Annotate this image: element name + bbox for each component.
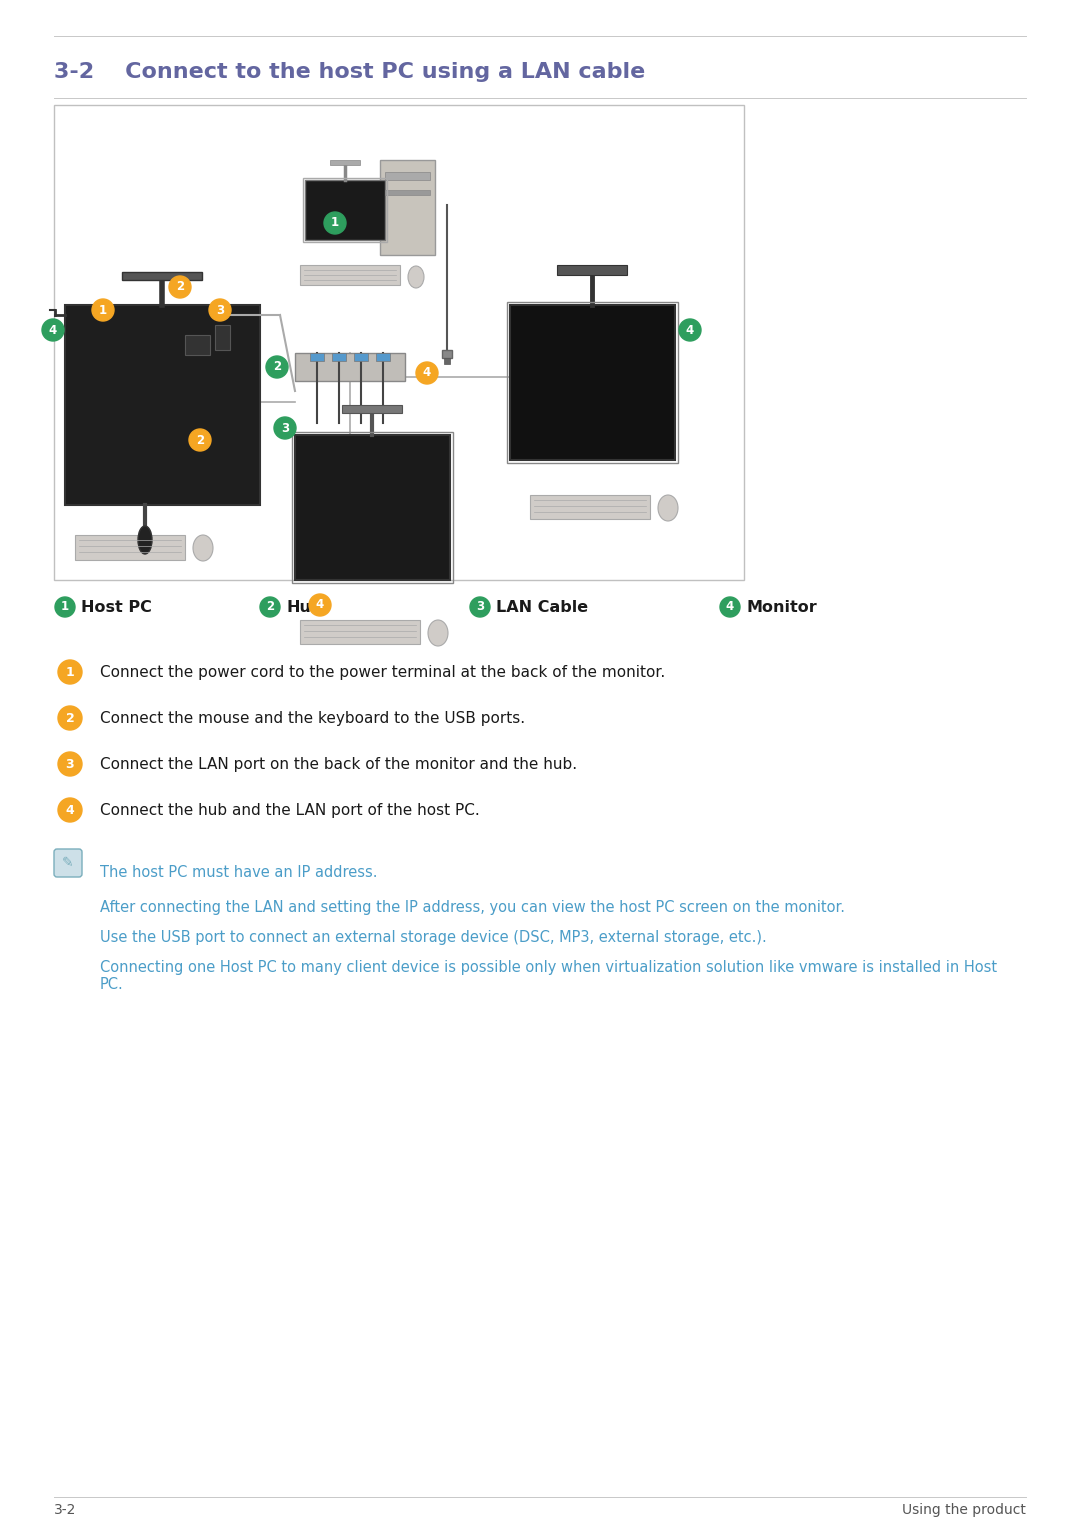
Text: Using the product: Using the product (902, 1503, 1026, 1516)
Text: 3: 3 (66, 757, 75, 771)
Text: 3: 3 (476, 600, 484, 614)
Bar (185, 334, 210, 354)
Circle shape (55, 597, 75, 617)
Circle shape (58, 799, 82, 822)
Bar (330, 160, 360, 165)
Text: The host PC must have an IP address.: The host PC must have an IP address. (100, 864, 378, 880)
Circle shape (416, 362, 438, 383)
Circle shape (679, 319, 701, 341)
Text: Connect the LAN port on the back of the monitor and the hub.: Connect the LAN port on the back of the … (100, 756, 577, 771)
Circle shape (274, 417, 296, 438)
Text: 2: 2 (273, 360, 281, 374)
Text: 2: 2 (66, 712, 75, 724)
Circle shape (266, 356, 288, 379)
Bar (530, 495, 650, 519)
Text: 3: 3 (216, 304, 224, 316)
Text: LAN Cable: LAN Cable (496, 600, 589, 614)
Bar (292, 432, 453, 583)
Ellipse shape (138, 525, 152, 554)
Text: Connect the power cord to the power terminal at the back of the monitor.: Connect the power cord to the power term… (100, 664, 665, 680)
Circle shape (309, 594, 330, 615)
Circle shape (168, 276, 191, 298)
Text: Connecting one Host PC to many client device is possible only when virtualizatio: Connecting one Host PC to many client de… (100, 960, 997, 993)
Text: 4: 4 (315, 599, 324, 611)
Bar (303, 179, 387, 241)
Bar (510, 305, 675, 460)
Bar (310, 353, 324, 360)
Circle shape (189, 429, 211, 450)
Text: Hub: Hub (286, 600, 322, 614)
Text: 4: 4 (423, 366, 431, 380)
Text: 3-2: 3-2 (54, 1503, 77, 1516)
Bar (380, 160, 435, 255)
Bar (300, 620, 420, 644)
Circle shape (260, 597, 280, 617)
Text: 3-2    Connect to the host PC using a LAN cable: 3-2 Connect to the host PC using a LAN c… (54, 63, 645, 82)
Text: 3: 3 (281, 421, 289, 435)
Text: 1: 1 (60, 600, 69, 614)
Circle shape (324, 212, 346, 234)
Bar (332, 353, 346, 360)
Bar (65, 305, 260, 505)
Bar (75, 534, 185, 560)
Bar (376, 353, 390, 360)
Bar (300, 266, 400, 286)
Bar (384, 173, 430, 180)
Bar (295, 435, 450, 580)
Bar (215, 325, 230, 350)
FancyBboxPatch shape (54, 849, 82, 876)
Text: Monitor: Monitor (746, 600, 816, 614)
Bar (384, 189, 430, 195)
Circle shape (58, 660, 82, 684)
Text: 2: 2 (176, 281, 184, 293)
Bar (122, 272, 202, 279)
Bar (507, 302, 678, 463)
Text: 1: 1 (330, 217, 339, 229)
Text: 1: 1 (99, 304, 107, 316)
Text: 4: 4 (686, 324, 694, 336)
Text: 4: 4 (726, 600, 734, 614)
Text: 4: 4 (66, 803, 75, 817)
Bar (305, 180, 384, 240)
Bar (444, 357, 450, 363)
Text: After connecting the LAN and setting the IP address, you can view the host PC sc: After connecting the LAN and setting the… (100, 899, 845, 915)
Circle shape (92, 299, 114, 321)
Ellipse shape (428, 620, 448, 646)
Text: Use the USB port to connect an external storage device (DSC, MP3, external stora: Use the USB port to connect an external … (100, 930, 767, 945)
Bar (295, 353, 405, 382)
Text: 1: 1 (66, 666, 75, 678)
Bar (54, 105, 744, 580)
Text: ✎: ✎ (63, 857, 73, 870)
Text: 4: 4 (49, 324, 57, 336)
Bar (342, 405, 402, 412)
Text: Host PC: Host PC (81, 600, 152, 614)
Text: Connect the mouse and the keyboard to the USB ports.: Connect the mouse and the keyboard to th… (100, 710, 525, 725)
Text: Connect the hub and the LAN port of the host PC.: Connect the hub and the LAN port of the … (100, 803, 480, 817)
Text: 2: 2 (266, 600, 274, 614)
Ellipse shape (408, 266, 424, 289)
Circle shape (720, 597, 740, 617)
Circle shape (470, 597, 490, 617)
Ellipse shape (193, 534, 213, 560)
Bar (557, 266, 627, 275)
Text: 2: 2 (195, 434, 204, 446)
Circle shape (58, 705, 82, 730)
Circle shape (42, 319, 64, 341)
Ellipse shape (658, 495, 678, 521)
Bar (354, 353, 368, 360)
Circle shape (210, 299, 231, 321)
Bar (442, 350, 453, 357)
Circle shape (58, 751, 82, 776)
